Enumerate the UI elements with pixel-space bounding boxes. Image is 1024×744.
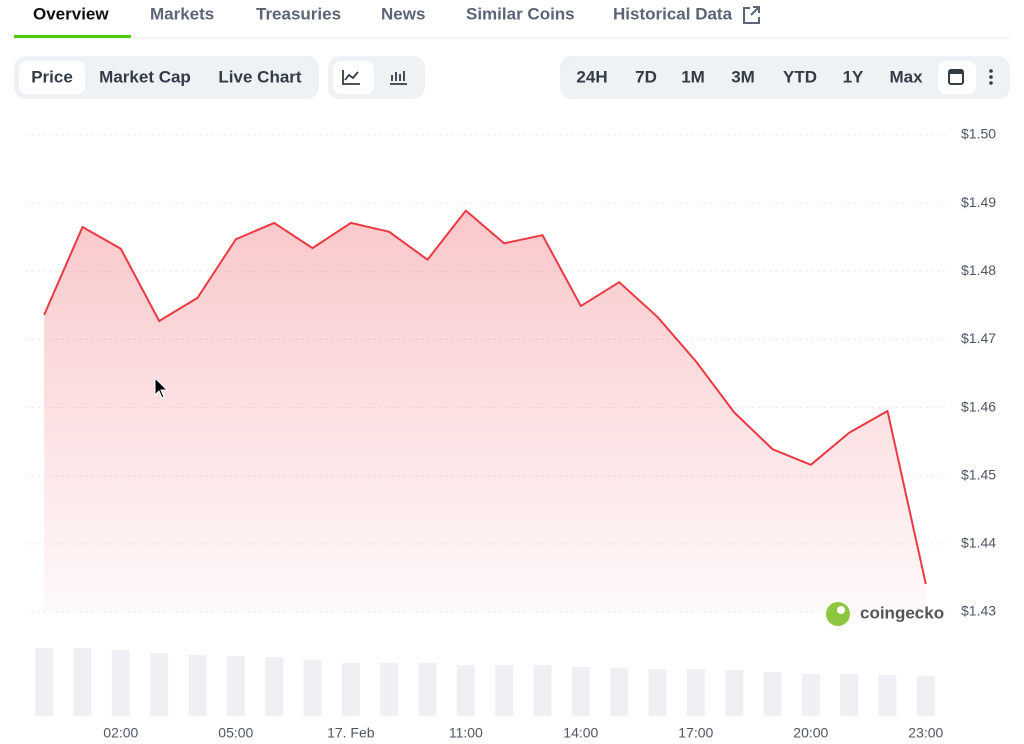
x-tick-label: 11:00 xyxy=(449,725,483,741)
y-tick-label: $1.49 xyxy=(961,194,996,210)
y-tick-label: $1.48 xyxy=(961,262,996,278)
y-tick-label: $1.46 xyxy=(961,398,996,414)
x-tick-label: 20:00 xyxy=(793,725,828,741)
range-group xyxy=(560,56,1010,99)
x-tick-label: 17:00 xyxy=(678,725,713,741)
volume-bar xyxy=(73,648,92,716)
y-tick-label: $1.43 xyxy=(961,603,996,619)
volume-bar xyxy=(801,674,820,716)
x-tick-label: 05:00 xyxy=(218,725,253,741)
range-button[interactable]: 1Y xyxy=(843,67,864,86)
range-button[interactable]: Max xyxy=(889,67,923,86)
volume-bar xyxy=(840,674,859,716)
volume-bar xyxy=(878,675,897,716)
calendar-button[interactable] xyxy=(948,69,964,85)
volume-bar xyxy=(111,650,130,716)
external-link-icon xyxy=(743,6,760,24)
nav-tab[interactable]: News xyxy=(381,4,425,23)
logo xyxy=(826,602,850,626)
volume-bar xyxy=(150,653,169,716)
range-button[interactable]: YTD xyxy=(783,67,817,86)
volume-bar xyxy=(495,665,514,716)
nav-tab[interactable]: Historical Data xyxy=(613,4,733,23)
volume-bar xyxy=(571,667,590,716)
volume-bar xyxy=(610,668,629,716)
x-tick-label: 14:00 xyxy=(563,725,598,741)
volume-bar xyxy=(725,670,744,716)
y-tick-label: $1.44 xyxy=(961,535,996,551)
volume-bar xyxy=(648,669,667,716)
nav-tab[interactable]: Markets xyxy=(150,4,214,23)
volume-bar xyxy=(188,655,207,716)
area xyxy=(44,210,926,613)
volume-bar xyxy=(418,663,437,716)
range-button[interactable]: 1M xyxy=(681,67,705,86)
logo xyxy=(837,606,845,614)
nav-tab[interactable]: Treasuries xyxy=(256,4,341,23)
volume-bar xyxy=(763,672,782,716)
volume-bar xyxy=(226,656,245,716)
y-tick-label: $1.50 xyxy=(961,126,996,142)
x-tick-label: 02:00 xyxy=(103,725,138,741)
watermark: coingecko xyxy=(860,603,944,622)
chart-tab[interactable]: Market Cap xyxy=(99,67,191,86)
line-chart-button[interactable] xyxy=(342,70,360,85)
more-button[interactable] xyxy=(989,69,993,85)
chart-tab[interactable]: Live Chart xyxy=(218,67,301,86)
chart-tab-group xyxy=(14,56,319,99)
volume-bar xyxy=(303,660,322,716)
range-button[interactable]: 24H xyxy=(576,67,607,86)
volume-bar xyxy=(35,648,54,716)
volume-bar xyxy=(341,663,360,716)
active-tab-underline xyxy=(14,35,131,38)
y-tick-label: $1.45 xyxy=(961,466,996,482)
candle-chart-button[interactable] xyxy=(390,71,407,85)
x-tick-label: 17. Feb xyxy=(327,725,375,741)
y-tick-label: $1.47 xyxy=(961,330,996,346)
active-pill xyxy=(938,61,976,94)
active-pill xyxy=(19,61,85,94)
range-button[interactable]: 3M xyxy=(731,67,755,86)
volume-bar xyxy=(686,669,705,716)
volume-bar xyxy=(380,663,399,716)
mouse-cursor xyxy=(154,376,169,399)
price-line xyxy=(43,209,927,585)
nav-tab[interactable]: Similar Coins xyxy=(466,4,575,23)
volume-bar xyxy=(916,676,935,716)
volume-bar xyxy=(533,665,552,716)
nav-tab[interactable]: Overview xyxy=(33,4,109,23)
volume-bar xyxy=(456,665,475,716)
calendar-icon xyxy=(949,70,963,74)
chart-tab[interactable]: Price xyxy=(31,67,73,86)
volume-bar xyxy=(265,657,284,716)
x-tick-label: 23:00 xyxy=(908,725,943,741)
range-button[interactable]: 7D xyxy=(635,67,657,86)
chart: $1.50 $1.49 $1.48 $1.47 $1.46 $1.45 $1.44 $1.43… xyxy=(25,126,996,741)
